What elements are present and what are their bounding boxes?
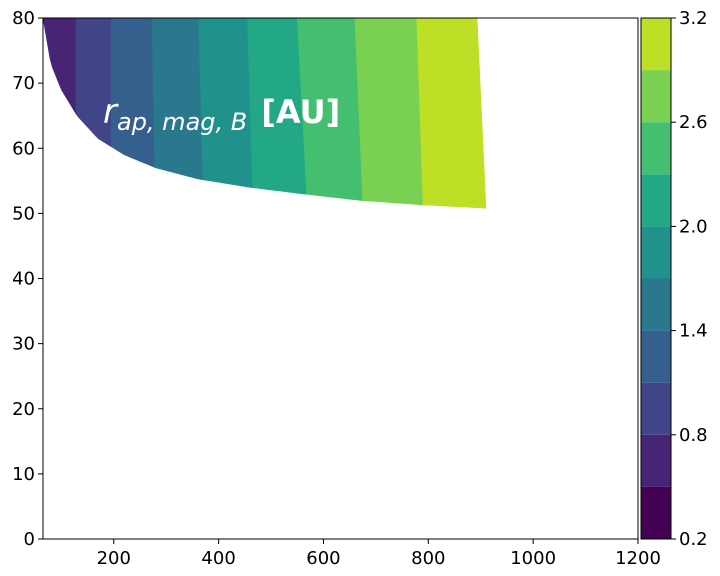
x-axis: 200 400 600 800 1000 1200 — [97, 539, 661, 569]
colorbar — [641, 18, 671, 539]
contour-band — [198, 17, 254, 188]
colorbar-segment — [641, 382, 671, 435]
annotation-symbol: r — [103, 92, 119, 132]
x-tick-label: 600 — [306, 548, 340, 569]
colorbar-segment — [641, 70, 671, 123]
contour-bands — [42, 17, 487, 209]
contour-band — [151, 17, 204, 181]
colorbar-segment — [641, 330, 671, 383]
annotation-label: rap, mag, B [AU] — [103, 92, 340, 136]
contour-band — [247, 17, 308, 195]
colorbar-segment — [641, 486, 671, 539]
colorbar-tick-label: 1.4 — [679, 321, 708, 342]
y-tick-label: 0 — [24, 529, 35, 550]
colorbar-tick-label: 0.2 — [679, 529, 708, 550]
colorbar-segment — [641, 278, 671, 331]
contour-band — [110, 17, 155, 168]
contour-band — [75, 17, 112, 148]
contour-band — [354, 17, 424, 206]
colorbar-tick-label: 2.0 — [679, 216, 708, 237]
colorbar-segment — [641, 122, 671, 175]
contour-band — [296, 17, 364, 201]
colorbar-segment — [641, 174, 671, 227]
y-tick-label: 30 — [12, 334, 35, 355]
colorbar-segment — [641, 226, 671, 279]
colorbar-tick-label: 0.8 — [679, 425, 708, 446]
y-tick-label: 40 — [12, 269, 35, 290]
y-axis: 0 10 20 30 40 50 60 70 80 — [12, 8, 43, 550]
colorbar-tick-label: 2.6 — [679, 112, 708, 133]
y-tick-label: 20 — [12, 399, 35, 420]
y-tick-label: 70 — [12, 73, 35, 94]
x-tick-label: 1200 — [615, 548, 661, 569]
colorbar-tick-label: 3.2 — [679, 8, 708, 29]
contour-band — [42, 17, 77, 116]
y-tick-label: 50 — [12, 203, 35, 224]
y-tick-label: 60 — [12, 138, 35, 159]
colorbar-frame — [640, 17, 672, 540]
colorbar-segment — [641, 434, 671, 487]
contour-band — [416, 17, 487, 209]
colorbar-axis: 0.2 0.8 1.4 2.0 2.6 3.2 — [671, 8, 708, 550]
x-tick-label: 800 — [411, 548, 445, 569]
annotation-subscript: ap, mag, B — [117, 108, 247, 136]
y-tick-label: 10 — [12, 464, 35, 485]
colorbar-segment — [641, 18, 671, 71]
x-tick-label: 200 — [97, 548, 131, 569]
y-tick-label: 80 — [12, 8, 35, 29]
x-tick-label: 1000 — [510, 548, 556, 569]
annotation-unit: [AU] — [261, 93, 340, 131]
x-tick-label: 400 — [201, 548, 235, 569]
